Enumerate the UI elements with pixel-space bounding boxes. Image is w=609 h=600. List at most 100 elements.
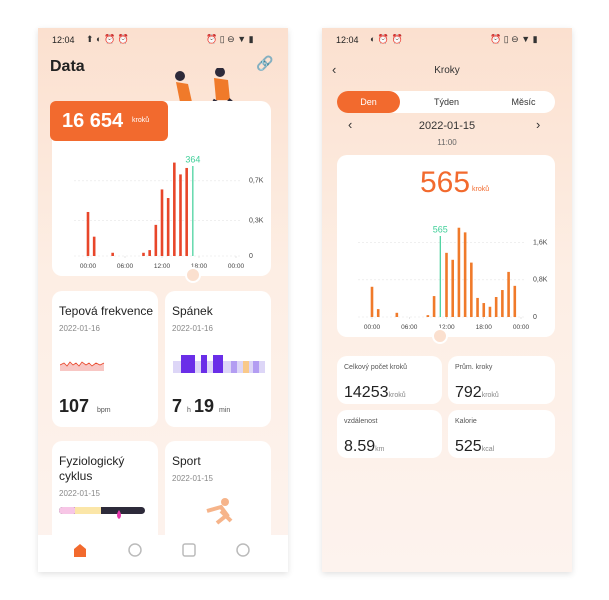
- back-button[interactable]: ‹: [332, 62, 337, 77]
- scrubber-knob: [185, 267, 201, 283]
- status-icons-right: ⏰ ▯ ⊖ ▼ ▮: [206, 34, 254, 44]
- card-title: Fyziologický cyklus: [59, 454, 125, 483]
- bar: [154, 224, 158, 256]
- nav-profile[interactable]: [236, 543, 250, 557]
- heart-rate-card[interactable]: Tepová frekvence 2022-01-16 107 bpm: [52, 291, 158, 427]
- bar: [185, 167, 188, 256]
- stat-number: 8.59: [344, 438, 376, 455]
- card-title: Tepová frekvence: [59, 304, 154, 318]
- y-tick-label: 0: [533, 314, 537, 321]
- sport-card[interactable]: Sport 2022-01-15: [165, 441, 271, 551]
- highlight-label: 364: [185, 154, 200, 164]
- y-tick-label: 0,8K: [533, 277, 548, 284]
- date: 2022-01-15: [418, 120, 476, 132]
- status-icons: ◐ ⏰ ⏰: [370, 34, 403, 44]
- sport-icon: [206, 498, 233, 525]
- y-tick-label: 0,3K: [249, 217, 264, 224]
- sleep-minutes-unit: min: [219, 407, 231, 414]
- bar: [463, 232, 467, 317]
- bar: [476, 297, 479, 317]
- card-date: 2022-01-15: [59, 489, 100, 498]
- stat-card: Celkový počet kroků 14253kroků: [337, 356, 442, 404]
- stat-card: vzdálenost 8.59km: [337, 410, 442, 458]
- time: 11:00: [437, 138, 457, 147]
- bar: [86, 211, 90, 256]
- sleep-card[interactable]: Spánek 2022-01-16 7 h 19 min: [165, 291, 271, 427]
- card-title: Sport: [172, 454, 201, 468]
- stat-value: 525kcal: [455, 438, 494, 456]
- stat-label: Kalorie: [455, 418, 477, 425]
- tab-bar: Den Týden Měsíc: [337, 91, 555, 113]
- selected-steps-unit: kroků: [472, 186, 490, 193]
- sleep-stages: [173, 355, 265, 373]
- stat-unit: km: [375, 446, 385, 453]
- card-date: 2022-01-16: [172, 324, 213, 333]
- x-tick-label: 06:00: [401, 324, 418, 331]
- bar: [513, 285, 517, 317]
- stat-number: 525: [455, 438, 482, 455]
- stat-value: 8.59km: [344, 438, 384, 456]
- x-tick-label: 18:00: [191, 263, 208, 270]
- stat-label: Prům. kroky: [455, 364, 493, 371]
- nav-icons: [74, 543, 250, 557]
- bar: [445, 252, 448, 317]
- x-tick-label: 00:00: [513, 324, 530, 331]
- stat-number: 792: [455, 384, 482, 401]
- x-tick-label: 06:00: [117, 263, 134, 270]
- cycle-bar: [59, 507, 145, 519]
- stat-unit: kroků: [388, 392, 406, 399]
- x-tick-label: 00:00: [364, 324, 381, 331]
- card-date: 2022-01-15: [172, 474, 213, 483]
- screen-title: Kroky: [434, 65, 460, 76]
- stat-label: vzdálenost: [344, 418, 378, 425]
- cycle-card[interactable]: Fyziologický cyklus 2022-01-15: [52, 441, 158, 551]
- status-time: 12:04: [336, 35, 359, 45]
- bar: [457, 227, 461, 317]
- page-title: Data: [50, 58, 85, 75]
- selected-steps: 565: [420, 166, 471, 199]
- stat-unit: kcal: [481, 446, 495, 453]
- bar: [395, 312, 399, 317]
- y-tick-label: 0: [249, 253, 253, 260]
- bar: [470, 262, 473, 317]
- steps-total: 16 654: [62, 110, 124, 132]
- bar: [92, 236, 96, 256]
- tab-selected[interactable]: [337, 91, 400, 113]
- tab[interactable]: Měsíc: [511, 97, 536, 107]
- bar: [501, 290, 504, 317]
- bar: [111, 252, 114, 256]
- stat-label: Celkový počet kroků: [344, 364, 408, 371]
- status-time: 12:04: [52, 35, 75, 45]
- stat-unit: kroků: [481, 392, 499, 399]
- heart-rate-unit: bpm: [97, 407, 111, 414]
- right-phone: 12:04 ◐ ⏰ ⏰ ⏰ ▯ ⊖ ▼ ▮ ‹ Kroky Den Týden …: [322, 28, 572, 572]
- prev-day[interactable]: ‹: [348, 117, 353, 132]
- tab[interactable]: Týden: [433, 97, 459, 107]
- nav-history[interactable]: [182, 543, 196, 557]
- bar: [142, 252, 145, 256]
- bar: [160, 189, 164, 256]
- bottom-nav: [38, 535, 288, 572]
- y-tick-label: 1,6K: [533, 239, 548, 246]
- bar: [166, 198, 170, 256]
- nav-home[interactable]: [74, 544, 86, 557]
- bar: [488, 306, 492, 317]
- bar: [451, 259, 455, 317]
- sleep-hours: 7: [172, 396, 183, 416]
- nav-device[interactable]: [128, 543, 142, 557]
- stat-card: Prům. kroky 792kroků: [448, 356, 555, 404]
- highlight-label: 565: [433, 224, 448, 234]
- next-day[interactable]: ›: [536, 117, 541, 132]
- heart-rate-value: 107: [59, 396, 90, 416]
- bar: [432, 296, 436, 317]
- bar: [179, 174, 182, 256]
- link-button[interactable]: 🔗: [256, 55, 274, 71]
- status-icons: ⬆ ◐ ⏰ ⏰: [86, 34, 129, 44]
- steps-badge[interactable]: 16 654 kroků: [50, 101, 168, 141]
- tab[interactable]: Den: [360, 97, 377, 107]
- bar: [370, 286, 374, 317]
- card-date: 2022-01-16: [59, 324, 100, 333]
- stat-value: 14253kroků: [344, 384, 406, 402]
